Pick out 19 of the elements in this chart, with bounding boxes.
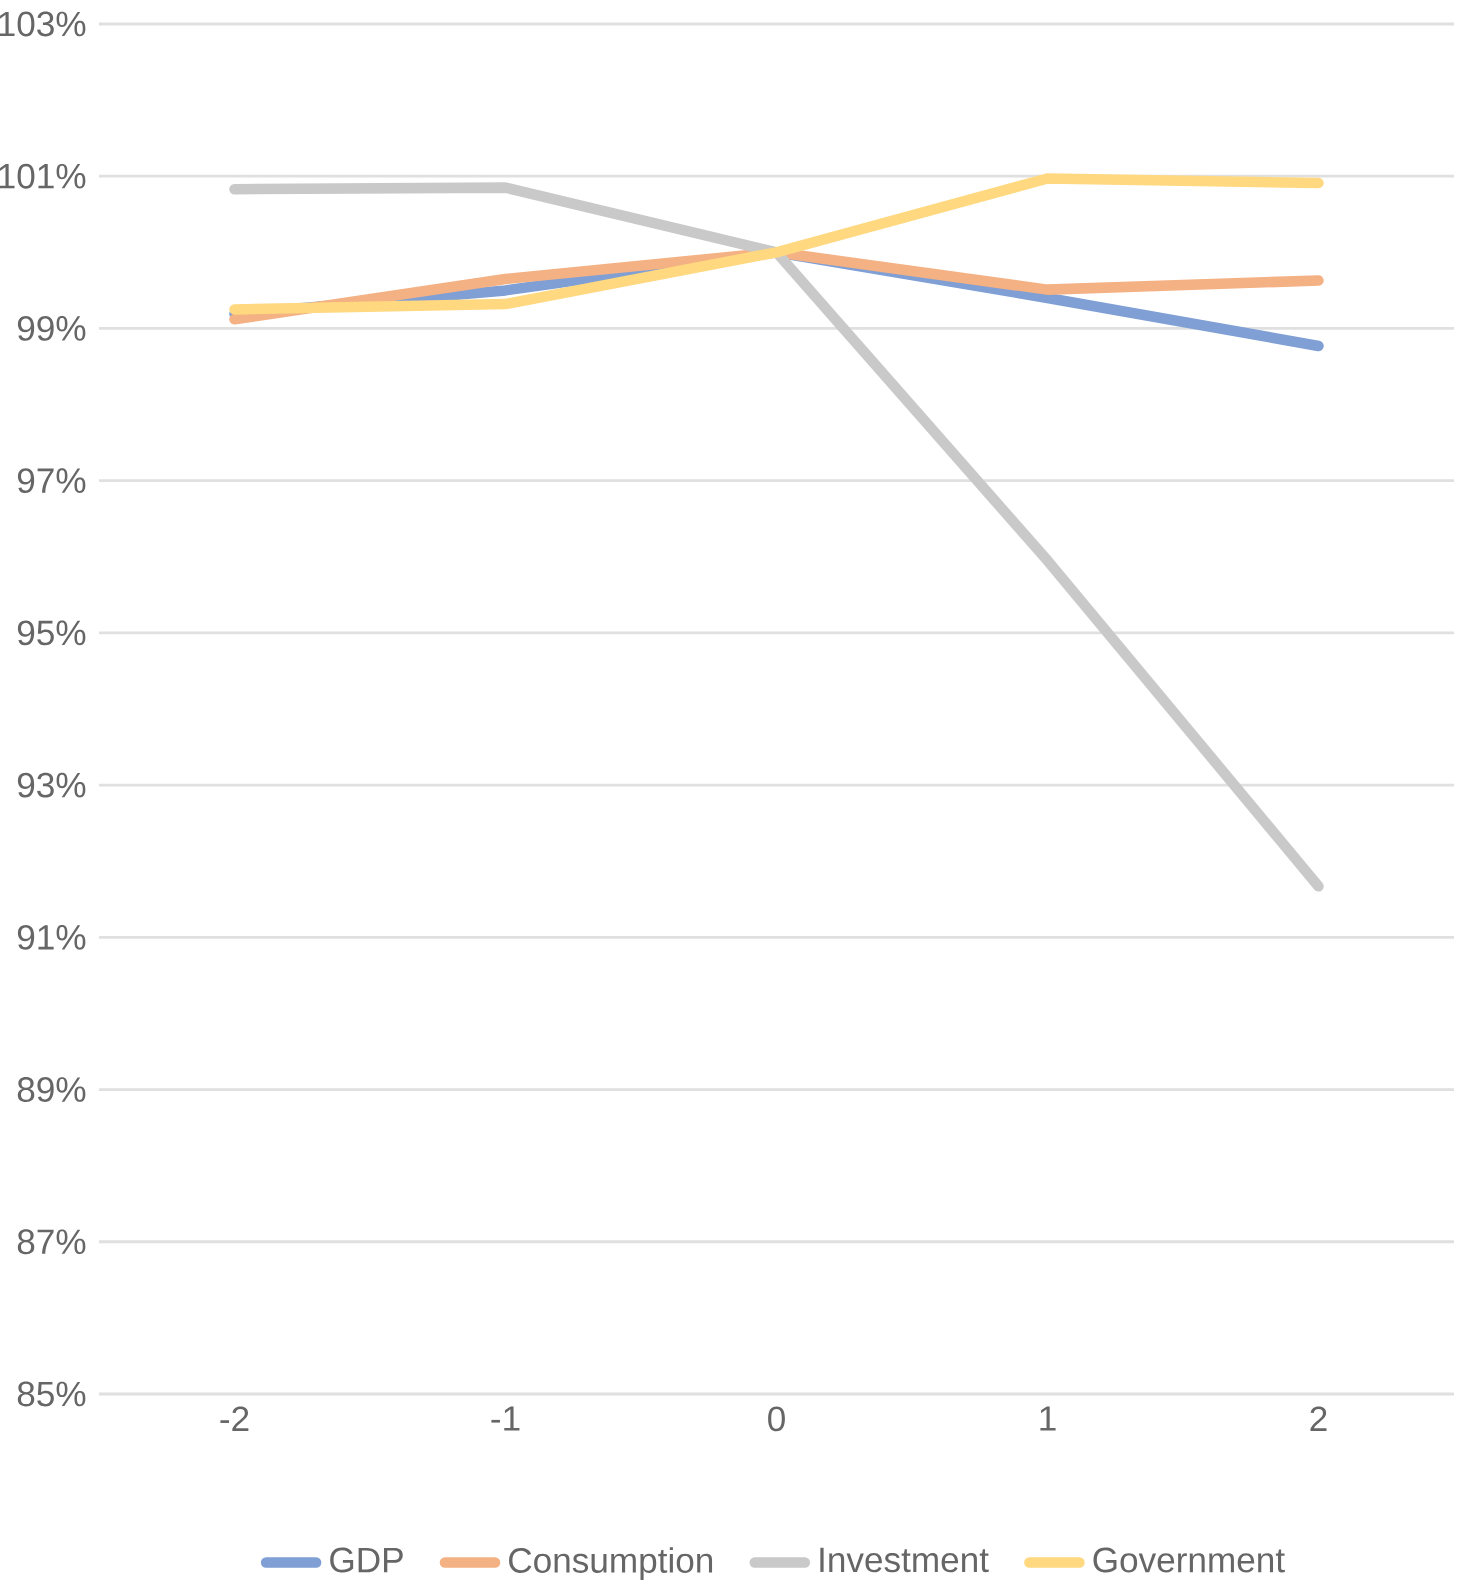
y-tick-label: 87% [17, 1229, 86, 1255]
y-tick-label: 89% [17, 1077, 86, 1102]
y-tick-label: 95% [17, 620, 86, 646]
y-tick-label: 103% [0, 11, 86, 37]
y-tick-label: 99% [17, 316, 86, 341]
y-tick-label: 91% [17, 924, 86, 950]
y-tick-label: 101% [0, 163, 86, 189]
x-tick-label: 1 [1040, 1406, 1056, 1431]
y-tick-label: 85% [17, 1381, 86, 1407]
y-tick-label: 97% [17, 468, 86, 494]
legend-label: GDP [330, 1547, 403, 1573]
x-tick-label: -1 [491, 1406, 520, 1431]
y-tick-label: 93% [17, 772, 86, 798]
x-tick-label: 2 [1310, 1406, 1327, 1431]
x-tick-label: 0 [768, 1406, 785, 1432]
legend-label: Investment [820, 1547, 989, 1573]
legend-label: Government [1093, 1547, 1285, 1573]
legend-label: Consumption [509, 1547, 713, 1580]
x-tick-label: -2 [220, 1406, 249, 1431]
